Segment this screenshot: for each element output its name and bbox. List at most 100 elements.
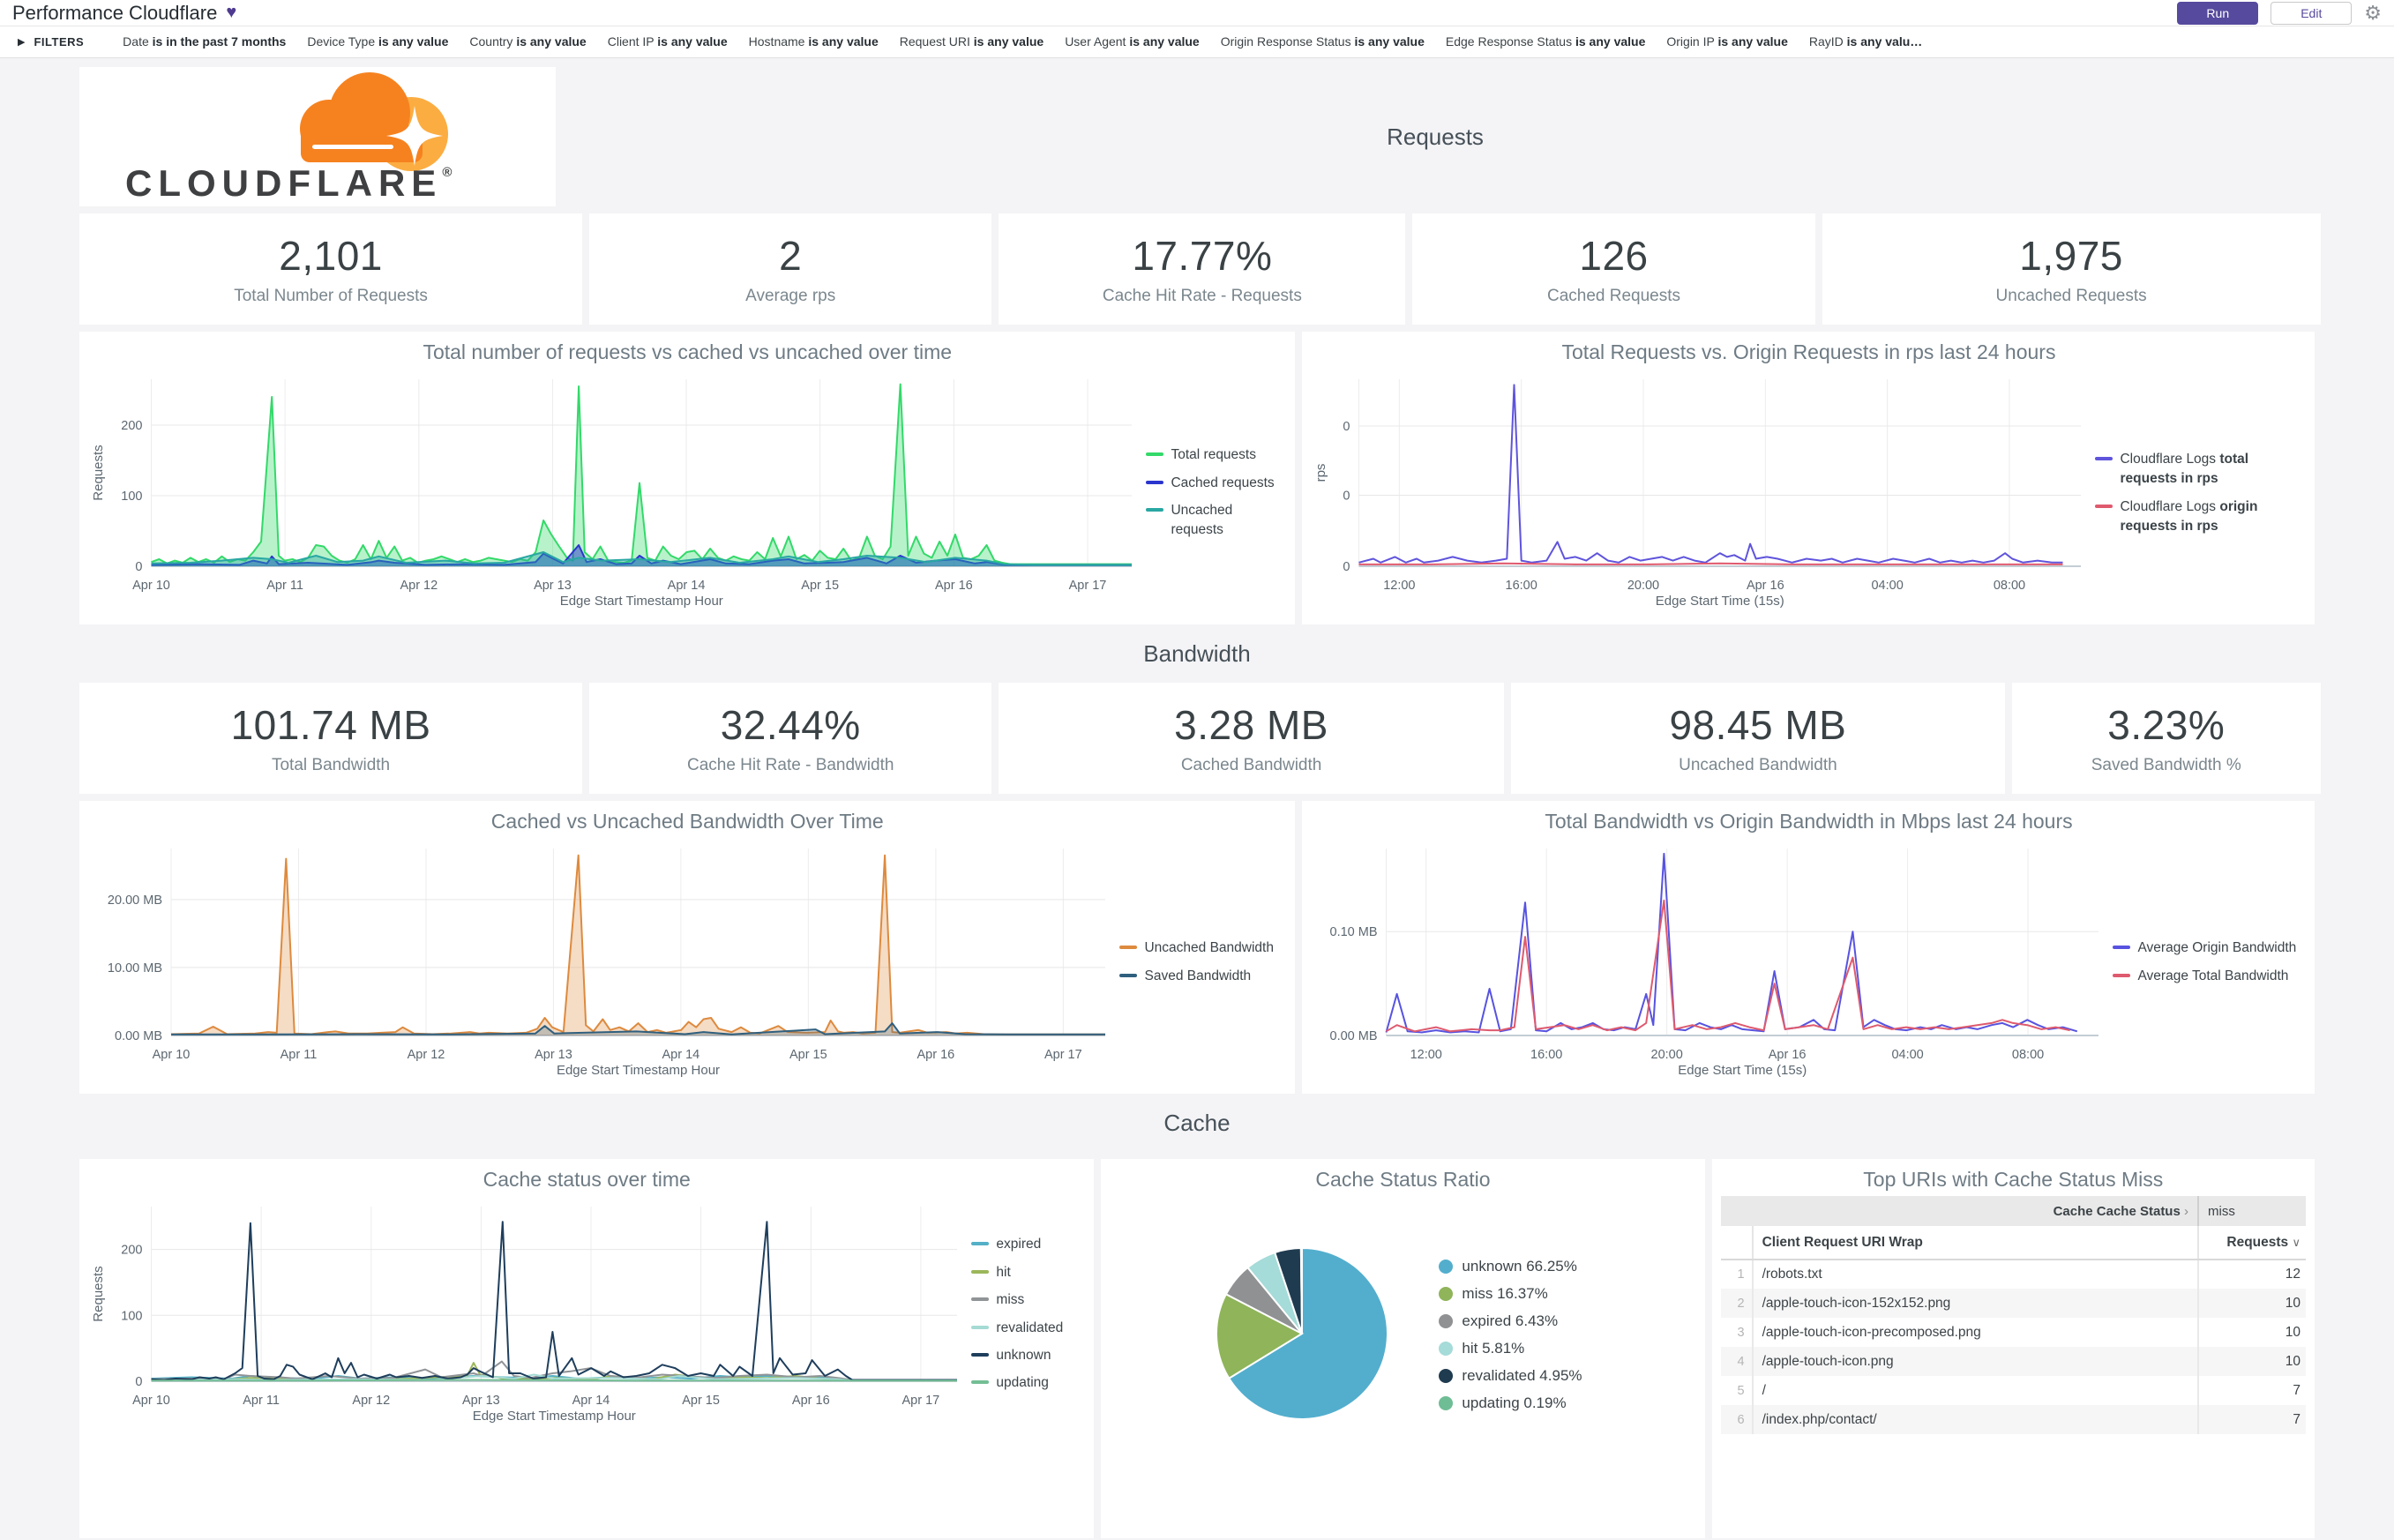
uri-cell[interactable]: /apple-touch-icon.png: [1751, 1347, 2198, 1376]
kpi-value: 2,101: [279, 233, 383, 279]
filter-item[interactable]: Origin IP is any value: [1666, 34, 1788, 49]
chart-panel-rps-24h[interactable]: Total Requests vs. Origin Requests in rp…: [1302, 332, 2315, 624]
kpi-tile-uncached-bandwidth[interactable]: 98.45 MB Uncached Bandwidth: [1510, 683, 2005, 794]
requests-kpi-row: 2,101 Total Number of Requests 2 Average rp…: [79, 213, 2321, 325]
legend-item[interactable]: Uncached requests: [1146, 501, 1288, 541]
chart-panel-cache-status-over-time[interactable]: Cache status over time Apr 10 Apr 11 Apr 1…: [79, 1159, 1095, 1538]
pie-legend-item[interactable]: expired 6.43%: [1439, 1312, 1582, 1330]
filter-item[interactable]: User Agent is any value: [1065, 34, 1200, 49]
kpi-tile-average-rps[interactable]: 2 Average rps: [589, 213, 992, 325]
requests-cell[interactable]: 12: [2197, 1260, 2306, 1289]
chart-canvas[interactable]: 12:00 16:00 20:00 Apr 16 04:00 08:00 0 0 0 Edge S…: [1309, 369, 2091, 617]
requests-cell[interactable]: 7: [2197, 1376, 2306, 1405]
pie-slice-updating[interactable]: [1300, 1246, 1304, 1334]
chart-panel-bandwidth-over-time[interactable]: Cached vs Uncached Bandwidth Over Time A…: [79, 801, 1296, 1094]
table-row[interactable]: 4/apple-touch-icon.png 10: [1720, 1347, 2306, 1376]
edit-button[interactable]: Edit: [2271, 1, 2353, 25]
pivot-header[interactable]: Cache Cache Status ›: [1720, 1196, 2200, 1226]
filter-item[interactable]: RayID is any valu…: [1808, 34, 1923, 49]
filter-item[interactable]: Device Type is any value: [307, 34, 449, 49]
chart-panel-cache-status-ratio[interactable]: Cache Status Ratio unknown 66.25% miss 16…: [1101, 1159, 1705, 1538]
kpi-tile-cached-requests[interactable]: 126 Cached Requests: [1412, 213, 1815, 325]
pie-legend-item[interactable]: revalidated 4.95%: [1439, 1367, 1582, 1385]
legend-item[interactable]: expired: [971, 1235, 1087, 1254]
legend-item[interactable]: miss: [971, 1290, 1087, 1310]
uri-cell[interactable]: /robots.txt: [1751, 1260, 2198, 1289]
kpi-label: Cached Requests: [1546, 287, 1681, 305]
legend-item[interactable]: unknown: [971, 1346, 1087, 1365]
table-row[interactable]: 1/robots.txt 12: [1721, 1260, 2306, 1289]
filter-item[interactable]: Client IP is any value: [607, 34, 728, 49]
filter-item[interactable]: Country is any value: [469, 34, 587, 49]
kpi-tile-uncached-requests[interactable]: 1,975 Uncached Requests: [1822, 213, 2321, 325]
kpi-tile-total-bandwidth[interactable]: 101.74 MB Total Bandwidth: [79, 683, 583, 794]
kpi-label: Uncached Requests: [1995, 287, 2147, 305]
chart-legend: expired hit miss revalidated unknown updating: [968, 1196, 1087, 1432]
filter-item[interactable]: Request URI is any value: [899, 34, 1044, 49]
svg-text:Apr 16: Apr 16: [935, 579, 973, 593]
filter-item[interactable]: Hostname is any value: [748, 34, 879, 49]
legend-swatch: [971, 1297, 990, 1302]
pie-slice-unknown[interactable]: [1228, 1246, 1389, 1420]
legend-item[interactable]: updating: [971, 1373, 1087, 1393]
filter-item[interactable]: Edge Response Status is any value: [1445, 34, 1646, 49]
kpi-tile-cache-hit-rate-bandwidth[interactable]: 32.44% Cache Hit Rate - Bandwidth: [589, 683, 992, 794]
legend-item[interactable]: Uncached Bandwidth: [1119, 938, 1288, 958]
pie-legend-item[interactable]: unknown 66.25%: [1439, 1258, 1582, 1275]
pie-legend-item[interactable]: miss 16.37%: [1439, 1285, 1582, 1303]
kpi-tile-cache-hit-rate-requests[interactable]: 17.77% Cache Hit Rate - Requests: [999, 213, 1406, 325]
svg-text:Edge Start Timestamp Hour: Edge Start Timestamp Hour: [557, 1063, 720, 1078]
chart-canvas[interactable]: Apr 10 Apr 11 Apr 12 Apr 13 Apr 14 Apr 15 Apr …: [86, 838, 1116, 1087]
chart-canvas[interactable]: Apr 10 Apr 11 Apr 12 Apr 13 Apr 14 Apr 15 Apr …: [86, 1196, 968, 1432]
filters-expand-icon[interactable]: ▶: [18, 37, 26, 48]
legend-item[interactable]: Cloudflare Logs total requests in rps: [2095, 450, 2308, 490]
run-button[interactable]: Run: [2177, 1, 2259, 25]
table-row[interactable]: 6/index.php/contact/7: [1720, 1405, 2306, 1434]
legend-item[interactable]: Average Total Bandwidth: [2113, 967, 2308, 986]
uri-cell[interactable]: /index.php/contact/: [1751, 1405, 2198, 1434]
pie-legend-item[interactable]: hit 5.81%: [1439, 1340, 1582, 1357]
legend-label: updating: [996, 1375, 1049, 1391]
chart-panel-mbps-24h[interactable]: Total Bandwidth vs Origin Bandwidth in M…: [1302, 801, 2315, 1094]
requests-cell[interactable]: 7: [2197, 1405, 2306, 1434]
legend-label: revalidated: [996, 1319, 1064, 1335]
legend-label: updating 0.19%: [1462, 1394, 1567, 1411]
uri-cell[interactable]: /apple-touch-icon-152x152.png: [1751, 1289, 2198, 1318]
chart-title: Cache status over time: [483, 1168, 691, 1191]
uri-cell[interactable]: /apple-touch-icon-precomposed.png: [1751, 1318, 2198, 1347]
pie-slice-miss[interactable]: [1216, 1292, 1305, 1380]
table-row[interactable]: 5 /7: [1721, 1376, 2306, 1405]
kpi-value: 17.77%: [1132, 233, 1273, 279]
chart-panel-requests-over-time[interactable]: Total number of requests vs cached vs un…: [79, 332, 1296, 624]
kpi-tile-total-number-of-requests[interactable]: 2,101 Total Number of Requests: [79, 213, 583, 325]
filter-item[interactable]: Origin Response Status is any value: [1220, 34, 1425, 49]
row-number-header: [1720, 1226, 1753, 1260]
requests-cell[interactable]: 10: [2197, 1347, 2306, 1376]
requests-column-header[interactable]: Requests ∨: [2197, 1226, 2306, 1260]
legend-item[interactable]: Saved Bandwidth: [1119, 967, 1288, 986]
legend-item[interactable]: Cached requests: [1146, 474, 1288, 493]
legend-item[interactable]: hit: [971, 1263, 1087, 1282]
legend-label: Cloudflare Logs origin requests in rps: [2120, 498, 2258, 534]
legend-item[interactable]: Average Origin Bandwidth: [2113, 938, 2308, 958]
legend-label: expired: [996, 1237, 1042, 1252]
svg-text:Requests: Requests: [91, 1266, 106, 1321]
kpi-tile-cached-bandwidth[interactable]: 3.28 MB Cached Bandwidth: [999, 683, 1504, 794]
table-row[interactable]: 2/apple-touch-icon-152x152.png 10: [1720, 1289, 2306, 1318]
legend-item[interactable]: Cloudflare Logs origin requests in rps: [2095, 497, 2308, 537]
requests-cell[interactable]: 10: [2197, 1289, 2306, 1318]
pie-chart[interactable]: [1214, 1245, 1390, 1422]
legend-item[interactable]: revalidated: [971, 1319, 1087, 1338]
chart-canvas[interactable]: 12:00 16:00 20:00 Apr 16 04:00 08:00 0.00 MB 0.…: [1309, 838, 2109, 1087]
pie-legend-item[interactable]: updating 0.19%: [1439, 1394, 1582, 1412]
legend-item[interactable]: Total requests: [1146, 445, 1288, 465]
table-row[interactable]: 3/apple-touch-icon-precomposed.png 10: [1721, 1318, 2306, 1347]
gear-icon[interactable]: ⚙: [2364, 1, 2382, 24]
uri-cell[interactable]: /: [1751, 1376, 2198, 1405]
uri-column-header[interactable]: Client Request URI Wrap: [1751, 1226, 2198, 1260]
filter-item[interactable]: Date is in the past 7 months: [123, 34, 287, 49]
requests-cell[interactable]: 10: [2197, 1318, 2306, 1347]
kpi-tile-saved-bandwidth-[interactable]: 3.23% Saved Bandwidth %: [2011, 683, 2321, 794]
chart-canvas[interactable]: Apr 10 Apr 11 Apr 12 Apr 13 Apr 14 Apr 15 Apr …: [86, 369, 1142, 617]
svg-text:100: 100: [121, 1309, 142, 1323]
